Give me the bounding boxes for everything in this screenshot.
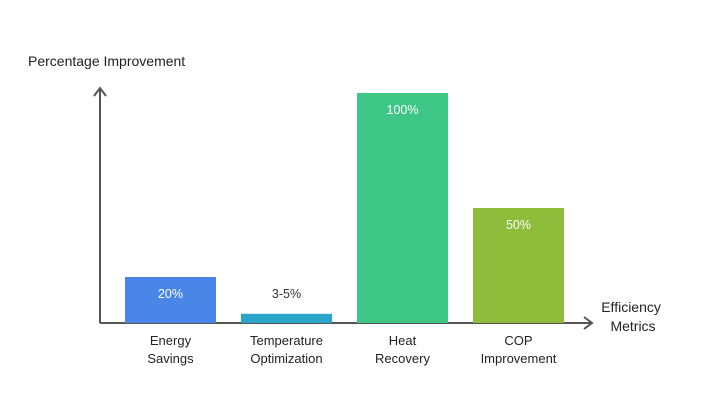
value-label-0: 20% xyxy=(158,287,183,301)
value-labels-group: 20% 3-5% 100% 50% xyxy=(158,103,531,301)
x-axis-arrowhead xyxy=(583,316,594,330)
y-axis-title: Percentage Improvement xyxy=(28,53,185,69)
y-axis-arrowhead xyxy=(93,86,107,97)
bars-group xyxy=(125,93,564,323)
value-label-3: 50% xyxy=(506,218,531,232)
category-label-1: Temperature Optimization xyxy=(250,333,323,366)
bar-3 xyxy=(473,208,564,323)
category-labels-group: Energy Savings Temperature Optimization Heat… xyxy=(147,333,556,366)
x-axis-title: Efficiency Metrics xyxy=(601,299,665,334)
bar-2 xyxy=(357,93,448,323)
category-label-0: Energy Savings xyxy=(147,333,194,366)
value-label-1: 3-5% xyxy=(272,287,301,301)
value-label-2: 100% xyxy=(387,103,419,117)
category-label-2: Heat Recovery xyxy=(375,333,430,366)
category-label-3: COP Improvement xyxy=(481,333,557,366)
bar-1 xyxy=(241,313,332,323)
bar-0 xyxy=(125,277,216,323)
